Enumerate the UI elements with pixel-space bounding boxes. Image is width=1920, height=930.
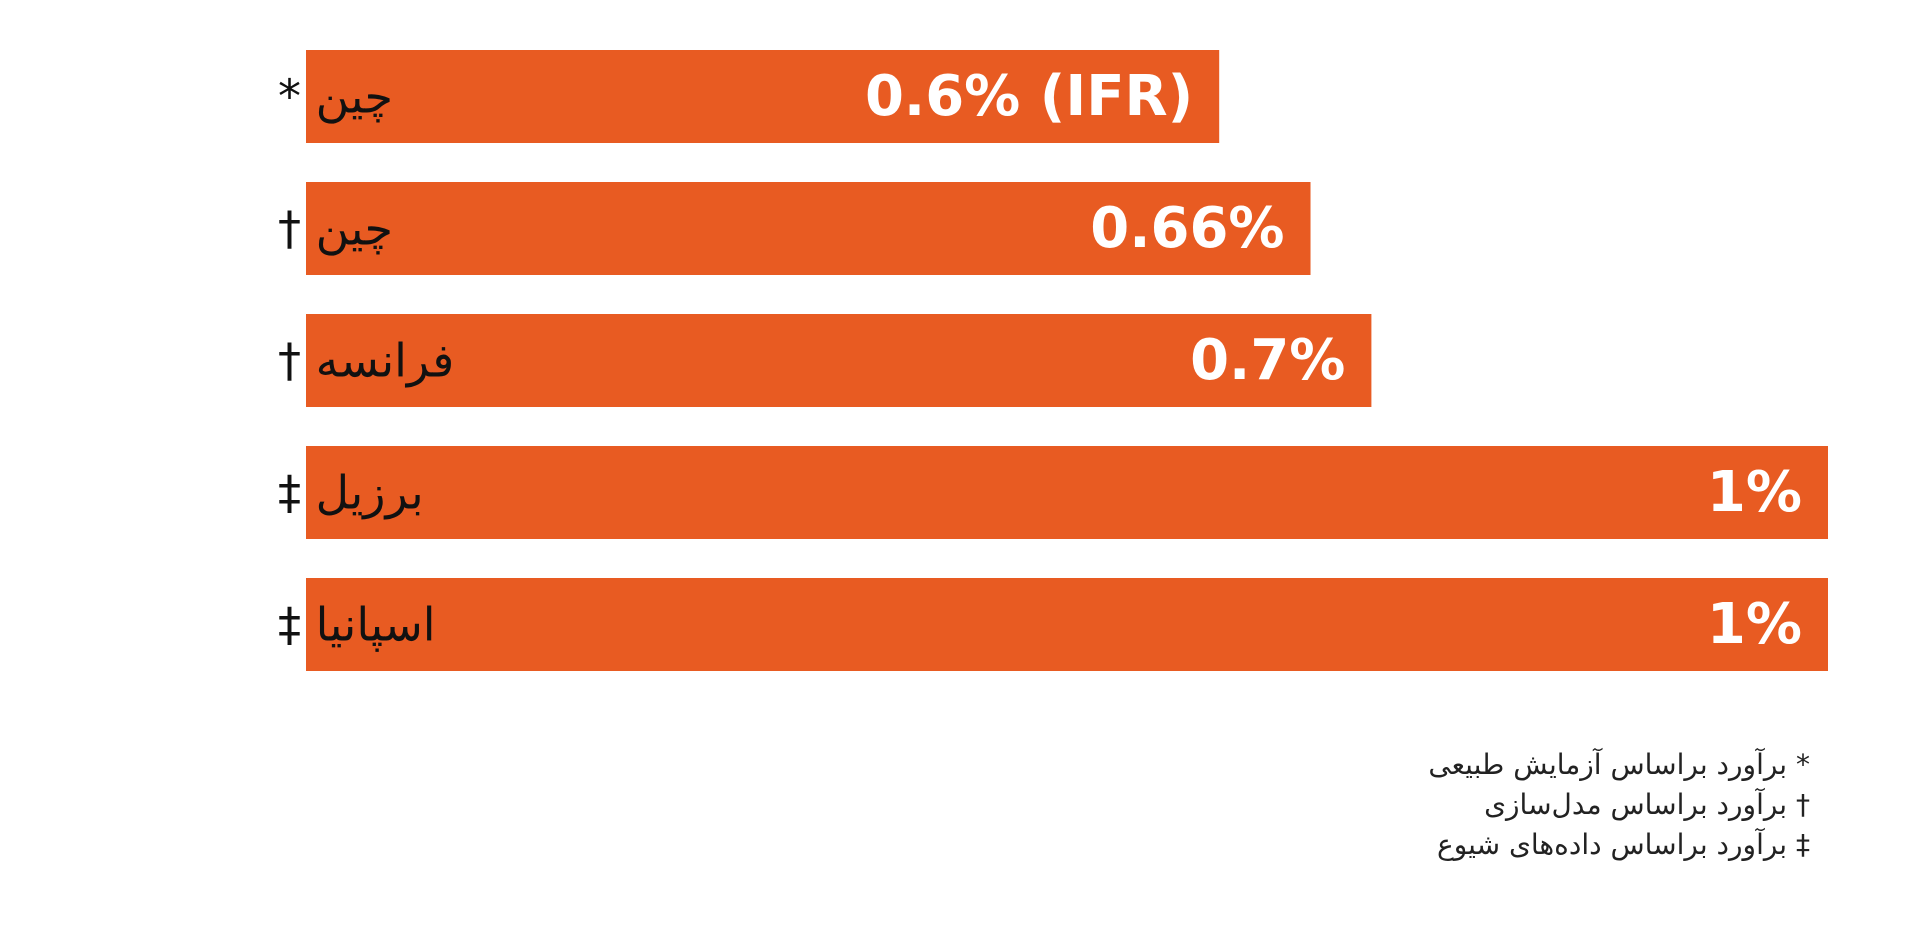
category-label-1: چین † <box>278 202 393 257</box>
footnote-legend: * برآورد براساس آزمایش طبیعی † برآورد بر… <box>1428 745 1810 865</box>
legend-item-prevalence: ‡ برآورد براساس داده‌های شیوع <box>1436 828 1810 861</box>
bar-3 <box>306 446 1828 539</box>
bar-1 <box>306 182 1311 275</box>
value-label-2: 0.7% <box>1190 328 1345 393</box>
value-label-1: 0.66% <box>1090 196 1284 261</box>
category-label-3: برزیل ‡ <box>278 466 424 521</box>
value-label-0: 0.6% (IFR) <box>865 64 1193 129</box>
bar-4 <box>306 578 1828 671</box>
category-label-0: چین * <box>278 70 393 125</box>
bar-0 <box>306 50 1220 143</box>
legend-item-modeling: † برآورد براساس مدل‌سازی <box>1484 788 1810 821</box>
bar-2 <box>306 314 1372 407</box>
category-label-4: اسپانیا ‡ <box>278 598 436 653</box>
category-label-2: فرانسه † <box>278 334 454 389</box>
value-label-4: 1% <box>1707 592 1802 657</box>
value-label-3: 1% <box>1707 460 1802 525</box>
legend-item-natural-experiment: * برآورد براساس آزمایش طبیعی <box>1428 748 1810 781</box>
